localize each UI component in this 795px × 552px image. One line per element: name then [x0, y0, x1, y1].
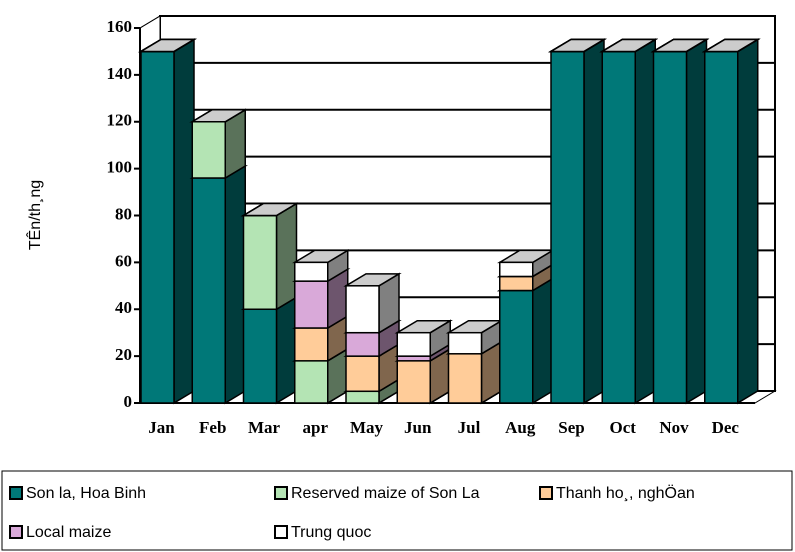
x-tick-label: Aug [505, 418, 536, 437]
bar [345, 355, 380, 393]
y-axis-label: TÊn/th¸ng [25, 180, 44, 250]
bar [499, 275, 534, 292]
bar-side [224, 164, 246, 405]
y-tick-label: 120 [107, 111, 133, 130]
legend-label: Local maize [26, 524, 111, 541]
bar [704, 50, 739, 404]
bar [345, 331, 380, 357]
bar-side [737, 38, 759, 405]
y-tick-label: 80 [115, 204, 132, 223]
legend-swatch [9, 525, 23, 539]
bar [396, 360, 431, 404]
bar [242, 308, 278, 404]
bar-top [548, 38, 607, 53]
y-tick-label: 60 [115, 251, 132, 270]
bar [447, 353, 483, 404]
x-tick-label: Jun [404, 418, 432, 437]
y-tick-label: 40 [115, 298, 132, 317]
bar [601, 50, 636, 404]
bar [652, 50, 688, 404]
bar [191, 121, 226, 179]
bar [499, 261, 534, 278]
bar [294, 280, 329, 329]
x-tick-label: Jan [148, 418, 175, 437]
bar [447, 331, 483, 355]
y-tick-label: 140 [107, 64, 133, 83]
x-tick-label: Mar [248, 418, 281, 437]
bar [294, 327, 329, 362]
x-tick-label: Feb [199, 418, 226, 437]
bar-top [599, 38, 658, 53]
bar-side [583, 38, 605, 405]
bar-side [685, 38, 708, 405]
y-tick-label: 20 [115, 345, 132, 364]
y-tick-label: 160 [107, 17, 133, 36]
bar-top [240, 202, 300, 217]
bar [396, 331, 431, 357]
legend-swatch [539, 486, 553, 500]
x-tick-label: apr [303, 418, 329, 437]
x-tick-label: Dec [712, 418, 740, 437]
x-tick-label: Jul [458, 418, 481, 437]
y-tick-label: 0 [124, 392, 133, 411]
legend-box [1, 470, 793, 551]
bar [294, 360, 329, 404]
legend-swatch [9, 486, 23, 500]
bar-side [275, 295, 298, 405]
bar [294, 261, 329, 282]
bar [345, 285, 380, 334]
legend-label: Thanh ho¸, nghÖan [556, 484, 695, 502]
x-tick-label: Nov [659, 418, 689, 437]
bar [140, 50, 175, 404]
x-tick-label: Sep [558, 418, 584, 437]
bar-side [532, 277, 554, 405]
bar-top [702, 38, 761, 53]
bar-side [173, 38, 195, 405]
bar-top [138, 38, 197, 53]
legend-label: Son la, Hoa Binh [26, 485, 146, 502]
legend-label: Reserved maize of Son La [291, 485, 480, 502]
bar [191, 177, 226, 404]
x-tick-label: May [350, 418, 384, 437]
bar-side [634, 38, 656, 405]
x-tick-label: Oct [610, 418, 637, 437]
legend-swatch [274, 486, 288, 500]
bar [499, 289, 534, 404]
bar-side [275, 202, 298, 311]
grid-line-side [139, 15, 161, 29]
bar [550, 50, 585, 404]
legend-swatch [274, 525, 288, 539]
bar [345, 390, 380, 404]
bar [242, 214, 278, 310]
bar-top [189, 109, 248, 123]
y-tick-label: 100 [107, 158, 133, 177]
legend-label: Trung quoc [291, 524, 371, 541]
bar-top [650, 38, 710, 53]
